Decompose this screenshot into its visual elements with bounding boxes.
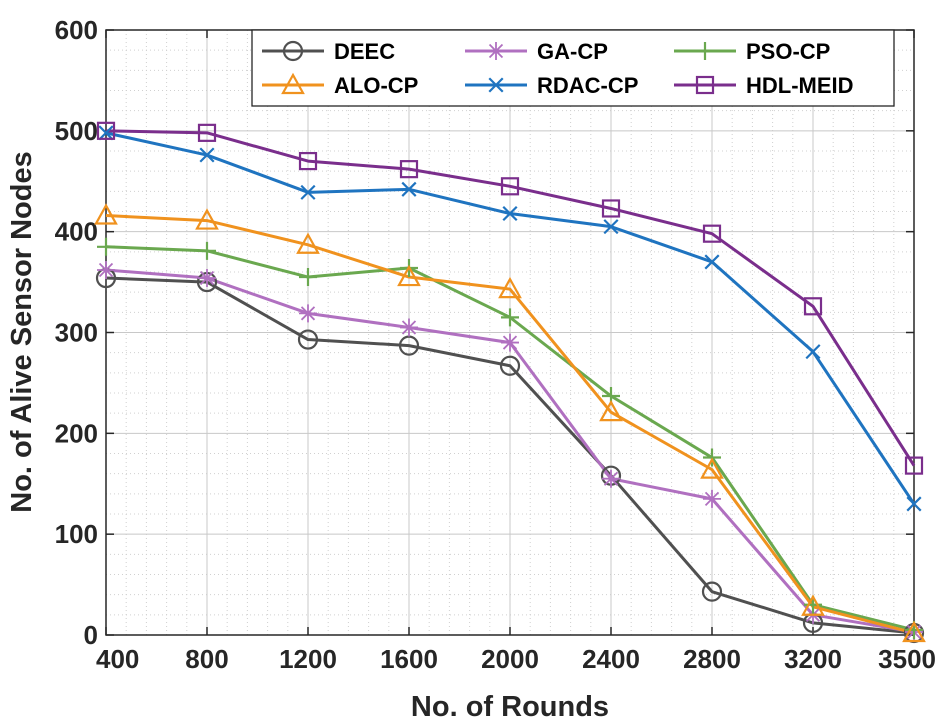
data-point-alo-cp [498,276,522,299]
series-markers [94,121,926,644]
data-point-deec [297,329,319,350]
series-line-alo-cp [105,214,915,635]
legend-marker-alo-cp [281,72,305,95]
data-point-alo-cp [195,208,219,230]
data-point-rdac-cp [300,184,316,200]
x-axis-title: No. of Rounds [411,691,609,723]
y-tick-label: 500 [55,116,98,146]
data-point-pso-cp [198,241,216,260]
data-point-alo-cp [801,594,825,616]
x-tick-label: 2800 [683,644,741,674]
y-axis-title: No. of Alive Sensor Nodes [6,151,38,513]
x-tick-label: 800 [185,644,228,674]
data-point-rdac-cp [603,219,619,235]
y-tick-label: 300 [55,318,98,348]
series-line-hdl-meid [105,129,916,467]
legend-marker-ga-cp [487,42,505,60]
x-tick-label: 1200 [279,644,337,674]
data-point-hdl-meid [399,160,419,179]
data-point-pso-cp [299,268,317,287]
series-line-deec [105,276,915,635]
data-point-pso-cp [97,237,115,256]
legend-marker-pso-cp [696,42,714,60]
data-point-hdl-meid [904,456,924,475]
data-point-rdac-cp [704,254,720,270]
legend-marker-hdl-meid [695,75,715,95]
data-point-ga-cp [602,469,620,488]
y-tick-label: 600 [55,15,98,45]
data-point-deec [701,581,723,602]
y-tick-label: 100 [55,519,98,549]
data-point-rdac-cp [805,344,821,360]
data-point-hdl-meid [500,177,520,196]
data-point-alo-cp [599,399,623,422]
data-point-alo-cp [296,232,320,254]
y-tick-label: 0 [84,620,98,650]
data-point-deec [398,335,420,356]
data-point-hdl-meid [298,151,318,171]
data-point-hdl-meid [803,297,823,316]
data-point-alo-cp [700,457,724,479]
data-point-alo-cp [902,620,926,643]
legend-label-ga-cp: GA-CP [537,39,608,64]
legend-label-hdl-meid: HDL-MEID [746,73,854,98]
x-tick-label: 2000 [481,644,539,674]
data-point-alo-cp [397,264,421,287]
data-point-alo-cp [94,203,118,225]
legend-label-deec: DEEC [334,39,395,64]
data-point-hdl-meid [601,199,621,218]
data-point-hdl-meid [197,123,217,142]
x-tick-labels: 400 800 1200 1600 2000 2400 2800 3200 3500 [96,644,936,674]
legend-marker-rdac-cp [488,77,504,93]
data-point-ga-cp [198,269,216,288]
data-point-ga-cp [400,318,418,337]
x-tick-label: 400 [96,644,139,674]
data-point-ga-cp [97,260,115,279]
legend-marker-deec [282,40,304,62]
data-point-rdac-cp [502,205,518,222]
data-point-rdac-cp [401,181,417,197]
data-point-rdac-cp [98,125,114,141]
data-point-hdl-meid [702,224,722,243]
data-point-ga-cp [703,489,721,508]
x-tick-label: 1600 [380,644,438,674]
x-tick-label: 3200 [784,644,842,674]
legend: DEEC GA-CP PSO-CP ALO-CP RDAC-CP HDL-MEID [251,29,895,107]
y-tick-label: 400 [55,217,98,247]
y-tick-label: 200 [55,418,98,448]
data-point-ga-cp [501,333,519,352]
data-point-hdl-meid [96,121,116,140]
legend-label-alo-cp: ALO-CP [334,73,418,98]
legend-box [251,29,895,107]
legend-label-rdac-cp: RDAC-CP [537,73,638,98]
x-tick-label: 3500 [878,644,936,674]
y-tick-labels: 0 100 200 300 400 500 600 [55,15,98,650]
data-point-ga-cp [299,304,317,323]
legend-label-pso-cp: PSO-CP [746,39,830,64]
data-point-rdac-cp [906,496,922,512]
data-point-deec [499,355,521,376]
data-point-rdac-cp [199,147,215,163]
x-tick-label: 2400 [582,644,640,674]
data-point-pso-cp [501,308,519,327]
